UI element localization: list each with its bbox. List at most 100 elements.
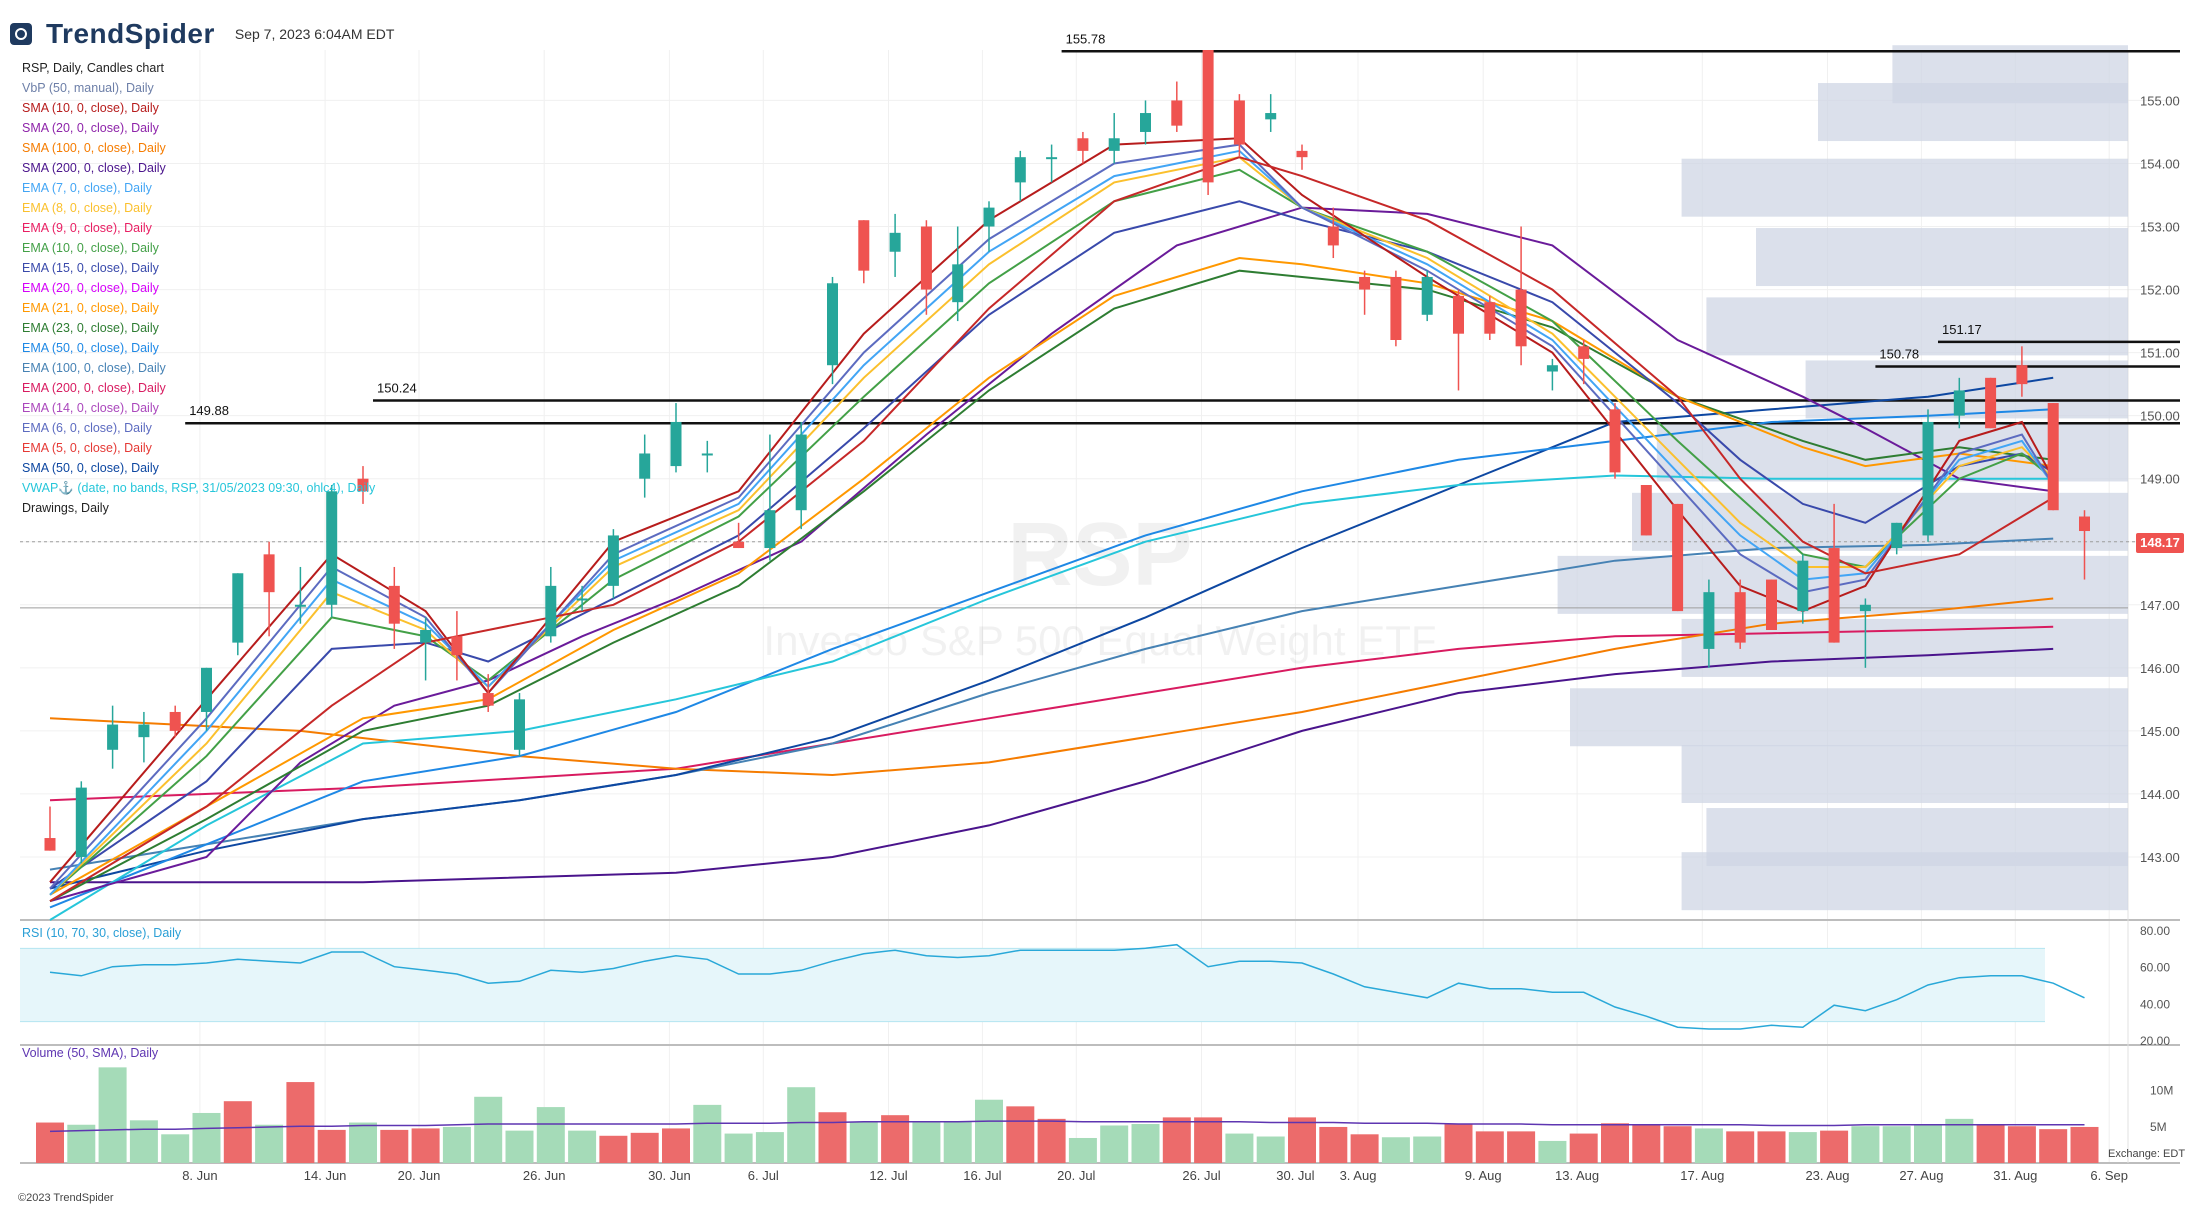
legend-item[interactable]: SMA (50, 0, close), Daily (22, 461, 159, 475)
date-tick-label: 9. Aug (1465, 1168, 1502, 1183)
volume-bar (1288, 1117, 1316, 1163)
candle-body (639, 453, 651, 479)
candle-body (889, 232, 901, 252)
volume-bar (1632, 1124, 1661, 1163)
candle-body (733, 541, 745, 549)
candle-body (1327, 226, 1339, 246)
volume-profile (1557, 45, 2128, 911)
moving-average-line (49, 408, 2054, 909)
volume-bar (1694, 1128, 1723, 1163)
candle-body (920, 226, 932, 290)
legend-item[interactable]: EMA (50, 0, close), Daily (22, 341, 159, 355)
date-tick-label: 26. Jun (523, 1168, 566, 1183)
date-tick-label: 20. Jul (1057, 1168, 1095, 1183)
candle-body (1891, 522, 1903, 549)
volume-profile-bar (1818, 83, 2128, 142)
moving-average-line (50, 647, 2054, 884)
volume-profile-bar (1805, 360, 2128, 419)
price-tick-label: 149.00 (2140, 472, 2180, 487)
date-tick-label: 30. Jun (648, 1168, 691, 1183)
volume-bar (975, 1099, 1003, 1163)
legend-item[interactable]: EMA (9, 0, close), Daily (22, 221, 152, 235)
volume-bar (1162, 1117, 1191, 1163)
price-tick-label: 145.00 (2140, 724, 2180, 739)
legend-item[interactable]: Drawings, Daily (22, 501, 109, 515)
volume-bar (192, 1112, 221, 1163)
candle-body (858, 220, 870, 271)
candle-body (1265, 113, 1277, 120)
legend-item[interactable]: EMA (200, 0, close), Daily (22, 381, 166, 395)
legend-item[interactable]: EMA (15, 0, close), Daily (22, 261, 159, 275)
candle-body (2016, 365, 2028, 385)
volume-bar (255, 1124, 284, 1163)
volume-bar (630, 1132, 659, 1163)
price-tick-label: 152.00 (2140, 283, 2180, 298)
price-tick-label: 151.00 (2140, 346, 2180, 361)
volume-bar (849, 1121, 878, 1163)
legend-item[interactable]: EMA (21, 0, close), Daily (22, 301, 159, 315)
candle-body (1359, 276, 1371, 290)
chart-header: TrendSpider Sep 7, 2023 6:04AM EDT (10, 14, 394, 54)
legend-item[interactable]: SMA (100, 0, close), Daily (22, 141, 166, 155)
volume-tick-label: 10M (2150, 1083, 2173, 1097)
candle-body (1515, 289, 1527, 347)
last-price-tag: 148.17 (2136, 533, 2184, 553)
volume-bar (442, 1126, 471, 1163)
date-tick-label: 6. Sep (2090, 1168, 2128, 1183)
legend-item[interactable]: EMA (5, 0, close), Daily (22, 441, 152, 455)
volume-bar (129, 1120, 158, 1163)
legend-item[interactable]: SMA (20, 0, close), Daily (22, 121, 159, 135)
legend-item[interactable]: SMA (10, 0, close), Daily (22, 101, 159, 115)
volume-bar (1882, 1126, 1911, 1163)
legend-item[interactable]: EMA (14, 0, close), Daily (22, 401, 159, 415)
volume-bar (599, 1135, 628, 1163)
legend-item[interactable]: EMA (7, 0, close), Daily (22, 181, 152, 195)
volume-bar (1225, 1133, 1254, 1163)
legend-item[interactable]: VWAP⚓ (date, no bands, RSP, 31/05/2023 0… (22, 481, 376, 495)
volume-bar (1131, 1124, 1160, 1163)
date-tick-label: 27. Aug (1899, 1168, 1943, 1183)
candle-body (1296, 150, 1308, 158)
volume-bar (755, 1132, 784, 1163)
legend-item[interactable]: EMA (100, 0, close), Daily (22, 361, 166, 375)
volume-bar (536, 1107, 565, 1163)
legend-item[interactable]: RSP, Daily, Candles chart (22, 61, 164, 75)
price-tick-label: 155.00 (2140, 93, 2180, 108)
legend-item[interactable]: VbP (50, manual), Daily (22, 81, 154, 95)
legend-item[interactable]: EMA (10, 0, close), Daily (22, 241, 159, 255)
volume-bar (1663, 1126, 1692, 1163)
volume-bar (98, 1067, 127, 1163)
rsi-tick-label: 40.00 (2140, 997, 2170, 1011)
candle-body (1985, 377, 1997, 429)
candle-body (2079, 516, 2090, 532)
rsi-tick-label: 80.00 (2140, 924, 2170, 938)
price-tick-label: 147.00 (2140, 598, 2180, 613)
candle-body (1014, 157, 1026, 183)
candle-body (1202, 50, 1214, 183)
trendspider-logo-icon (10, 23, 32, 45)
date-tick-label: 30. Jul (1276, 1168, 1314, 1183)
moving-average-line (49, 156, 2054, 902)
candle-body (1953, 390, 1965, 416)
volume-bar (1319, 1126, 1348, 1163)
horizontal-level-label: 150.78 (1879, 346, 1919, 361)
candle-body (1672, 503, 1684, 612)
volume-bar (662, 1128, 690, 1163)
legend-item[interactable]: EMA (23, 0, close), Daily (22, 321, 159, 335)
legend-item[interactable]: SMA (200, 0, close), Daily (22, 161, 166, 175)
legend-item[interactable]: EMA (6, 0, close), Daily (22, 421, 152, 435)
horizontal-level-label: 151.17 (1942, 322, 1982, 337)
candle-body (576, 598, 588, 601)
volume-bar (1507, 1131, 1536, 1163)
candle-body (482, 693, 494, 706)
candle-body (294, 604, 306, 607)
moving-average-line (49, 625, 2054, 802)
volume-tick-label: 5M (2150, 1120, 2167, 1134)
legend-item[interactable]: EMA (20, 0, close), Daily (22, 281, 159, 295)
candles (44, 50, 2090, 864)
volume-bar (1538, 1140, 1567, 1163)
candle-body (1108, 138, 1120, 151)
legend-item[interactable]: EMA (8, 0, close), Daily (22, 201, 152, 215)
candle-body (701, 453, 713, 456)
